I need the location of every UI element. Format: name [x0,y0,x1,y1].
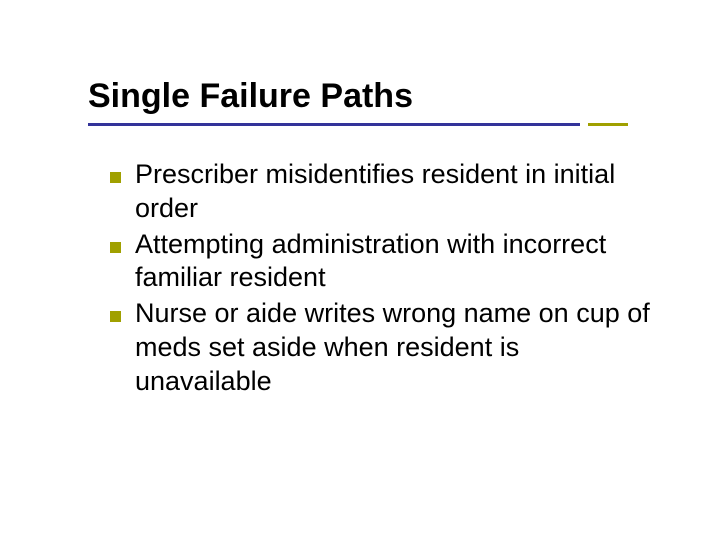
bullet-icon [110,311,121,322]
underline-long [88,123,580,126]
slide-title: Single Failure Paths [88,78,628,115]
slide: Single Failure Paths Prescriber misident… [0,0,720,540]
list-item: Prescriber misidentifies resident in ini… [110,158,650,226]
bullet-icon [110,172,121,183]
list-item: Nurse or aide writes wrong name on cup o… [110,297,650,398]
list-item-text: Nurse or aide writes wrong name on cup o… [135,297,650,398]
list-item: Attempting administration with incorrect… [110,228,650,296]
bullet-icon [110,242,121,253]
underline-short [588,123,628,126]
list-item-text: Attempting administration with incorrect… [135,228,650,296]
list-item-text: Prescriber misidentifies resident in ini… [135,158,650,226]
title-block: Single Failure Paths [88,78,628,123]
body-block: Prescriber misidentifies resident in ini… [110,158,650,400]
